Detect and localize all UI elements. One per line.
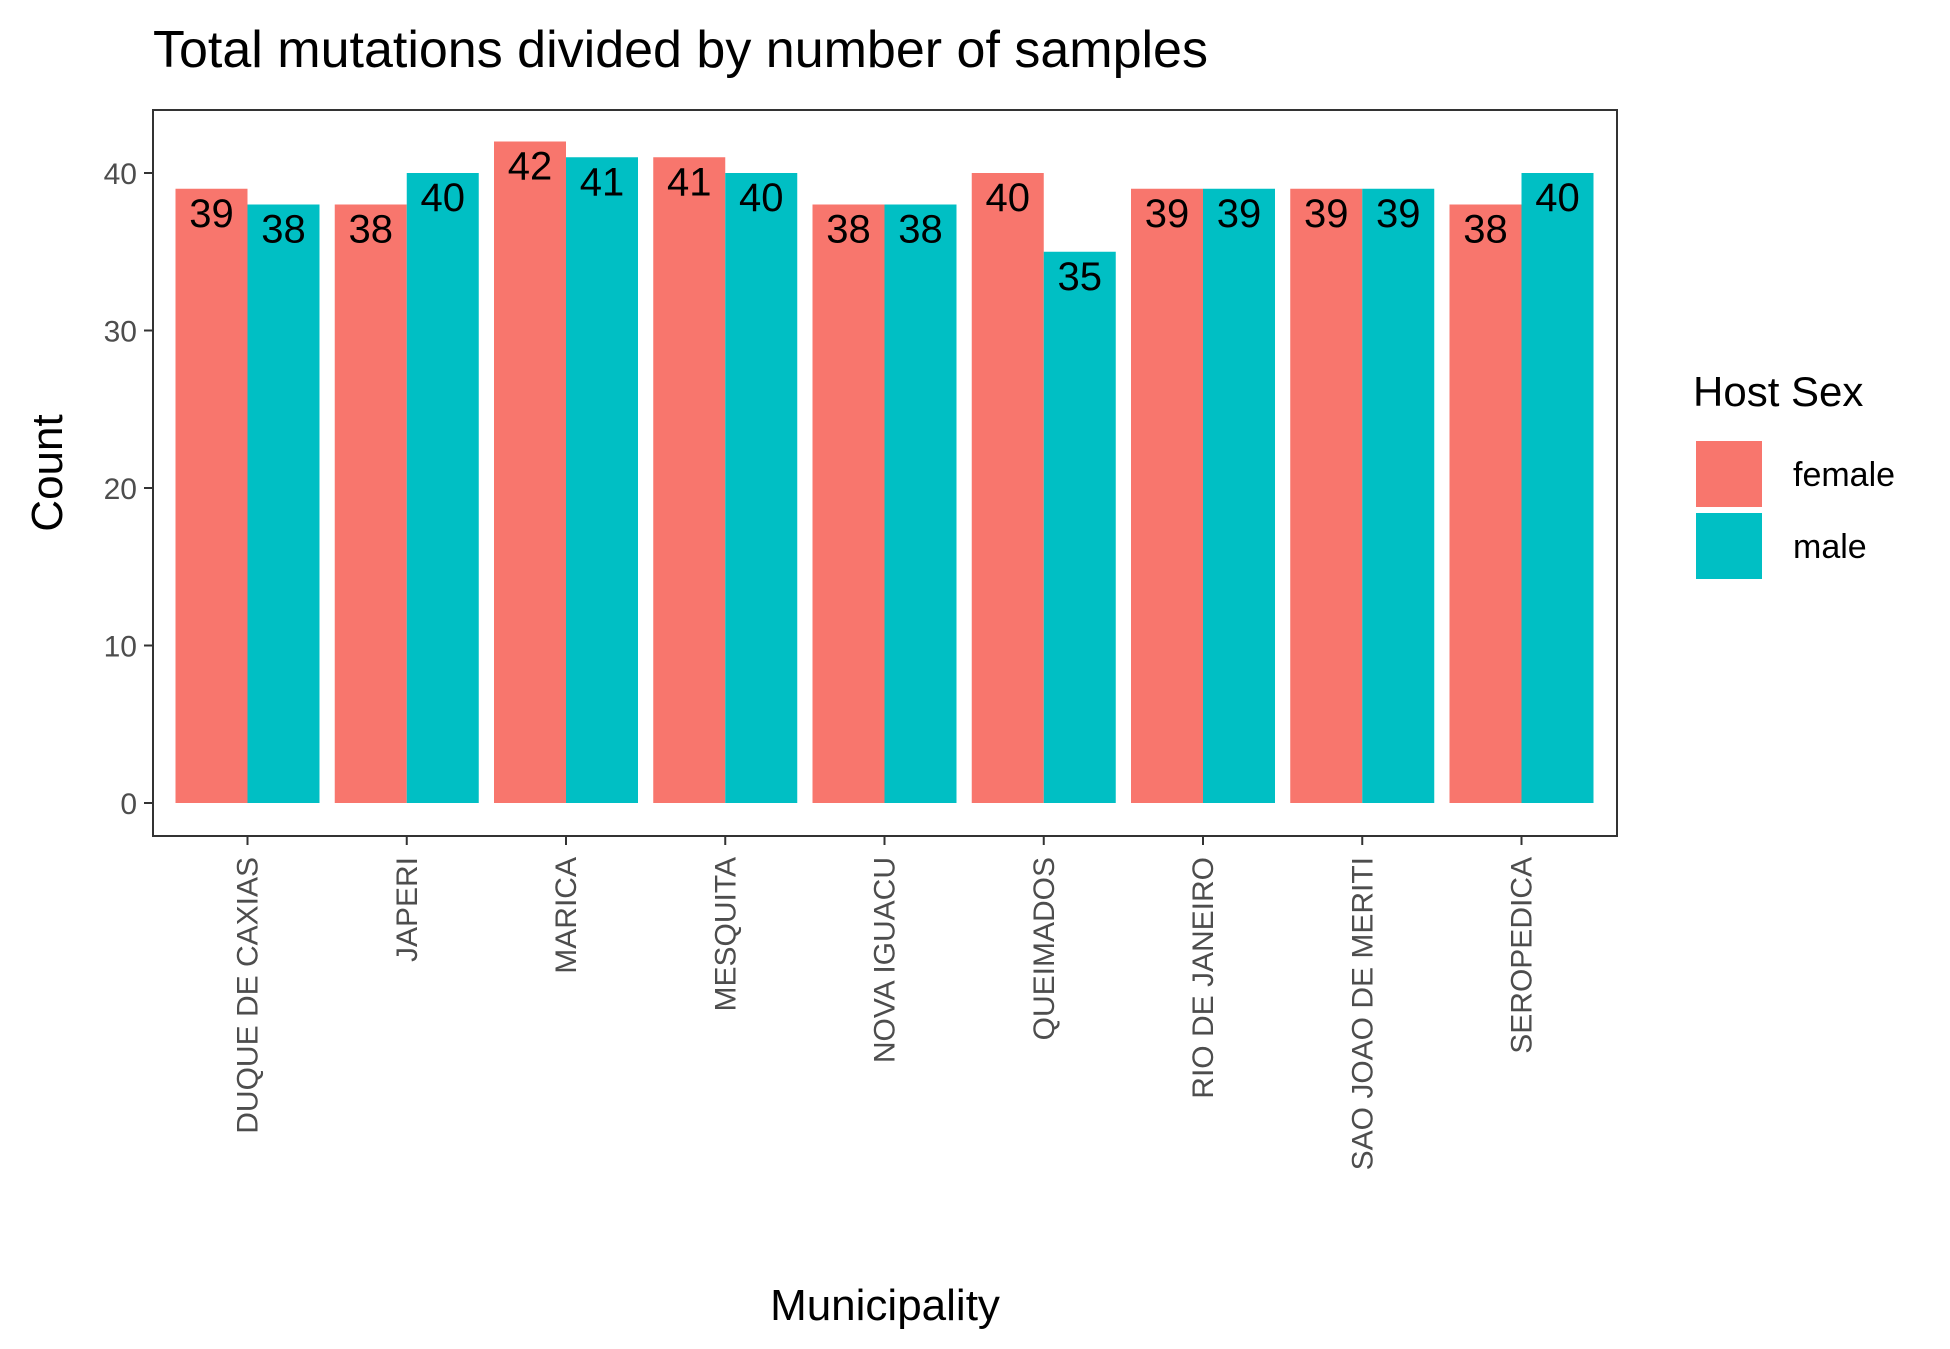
bar-value-label: 40 [1535,176,1580,220]
bar-female [812,204,885,803]
bar-value-label: 41 [667,160,712,204]
bar-female [334,204,407,803]
bar-value-label: 39 [1376,192,1421,236]
bar-value-label: 38 [261,208,306,252]
legend: Host Sex female male [1693,368,1895,581]
bar-male [884,204,957,803]
bar-value-label: 42 [508,145,553,189]
legend-label-male: male [1793,528,1867,566]
bar-male [725,173,798,803]
bar-female [1449,204,1522,803]
bar-male [406,173,479,803]
bar-value-label: 38 [349,208,394,252]
bar-male [247,204,320,803]
x-tick-label: RIO DE JANEIRO [1187,857,1220,1099]
bar-value-label: 39 [1145,192,1190,236]
x-tick-label: QUEIMADOS [1028,857,1061,1040]
bar-value-label: 38 [898,208,943,252]
y-tick-label: 20 [104,473,137,506]
x-axis-title: Municipality [770,1281,1000,1330]
legend-key-female [1694,439,1764,509]
bar-female [971,173,1044,803]
x-tick-label: DUQUE DE CAXIAS [232,857,265,1134]
legend-key-male [1694,511,1764,581]
chart-title: Total mutations divided by number of sam… [153,21,1208,79]
bar-value-label: 38 [826,208,871,252]
x-axis: DUQUE DE CAXIAS JAPERI MARICA MESQUITA NOVA … [232,836,1539,1170]
x-tick-label: MESQUITA [709,857,742,1011]
bar-value-label: 40 [421,176,466,220]
bar-value-label: 40 [739,176,784,220]
bar-value-label: 39 [1304,192,1349,236]
y-tick-label: 10 [104,631,137,664]
y-axis-title: Count [23,414,72,531]
bar-value-label: 38 [1463,208,1508,252]
bar-value-label: 40 [986,176,1031,220]
bar-male [1521,173,1594,803]
x-tick-label: NOVA IGUACU [869,857,902,1063]
bar-female [175,188,248,803]
bar-value-label: 39 [189,192,234,236]
x-tick-label: MARICA [550,857,583,974]
bar-female [494,141,566,803]
legend-title: Host Sex [1693,368,1863,415]
bars [175,141,1594,803]
y-axis: 0 10 20 30 40 [104,158,153,821]
bar-value-label: 35 [1058,255,1103,299]
bar-male [566,157,638,803]
bar-male [1203,188,1275,803]
bar-value-label: 41 [580,160,625,204]
bar-female [1290,188,1363,803]
x-tick-label: SAO JOAO DE MERITI [1346,857,1379,1170]
y-tick-label: 0 [120,788,137,821]
bar-male [1362,188,1435,803]
bar-female [653,157,726,803]
bar-value-label: 39 [1217,192,1262,236]
legend-label-female: female [1793,456,1895,494]
y-tick-label: 40 [104,158,137,191]
bar-male [1043,251,1116,803]
bar-labels: 39 38 38 40 42 41 41 40 38 38 40 35 39 39 39 39 38 40 [189,145,1580,299]
bar-female [1131,188,1203,803]
x-tick-label: SEROPEDICA [1506,857,1539,1054]
x-tick-label: JAPERI [391,857,424,962]
y-tick-label: 30 [104,316,137,349]
